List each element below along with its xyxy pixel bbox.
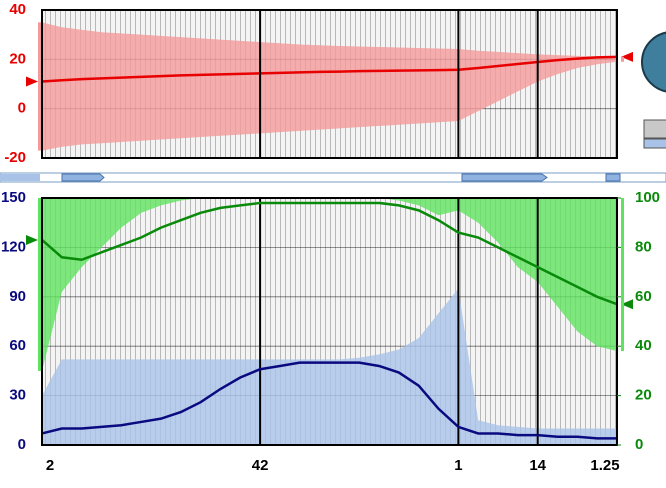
band (42, 198, 617, 371)
value-indicator (26, 76, 38, 87)
y-tick-label: 90 (9, 288, 26, 305)
range-bar (38, 22, 41, 151)
range-bar (621, 56, 624, 62)
y-tick-label: 0 (18, 100, 26, 117)
range-bar (38, 198, 41, 371)
plot-frame (41, 9, 618, 159)
y-tick-label: 150 (1, 189, 26, 206)
line (41, 201, 618, 306)
line (41, 361, 617, 440)
y-tick-label: 120 (1, 238, 26, 255)
y2-tick-label: 0 (635, 436, 643, 453)
y-tick-label: 20 (9, 50, 26, 67)
scroll-thumb[interactable] (61, 173, 105, 182)
value-indicator (26, 234, 38, 245)
y2-tick-label: 100 (635, 189, 660, 206)
band (42, 288, 617, 445)
x-tick-label: 14 (529, 457, 546, 474)
y2-tick-label: 80 (635, 238, 652, 255)
dial[interactable] (641, 31, 666, 93)
y-tick-label: 0 (18, 436, 26, 453)
y-tick-label: -20 (4, 149, 26, 166)
band (42, 22, 617, 151)
button[interactable] (643, 119, 666, 139)
scroll-thumb[interactable] (605, 173, 621, 182)
y-tick-label: 30 (9, 387, 26, 404)
y2-tick-label: 40 (635, 337, 652, 354)
x-tick-label: 42 (252, 457, 269, 474)
scroll-thumb[interactable] (461, 173, 548, 182)
plot-frame (41, 197, 618, 446)
value-indicator (621, 299, 633, 310)
x-tick-label: 1 (454, 457, 462, 474)
scrollbar[interactable] (0, 172, 666, 183)
x-tick-label: 2 (46, 457, 54, 474)
y-tick-label: 60 (9, 337, 26, 354)
y2-tick-label: 20 (635, 387, 652, 404)
button[interactable] (643, 138, 666, 149)
scroll-thumb[interactable] (0, 174, 40, 181)
x-tick-label: 1.25 (590, 457, 619, 474)
y2-tick-label: 60 (635, 288, 652, 305)
value-indicator (621, 51, 633, 62)
y-tick-label: 40 (9, 1, 26, 18)
line (41, 55, 618, 83)
range-bar (621, 198, 624, 352)
